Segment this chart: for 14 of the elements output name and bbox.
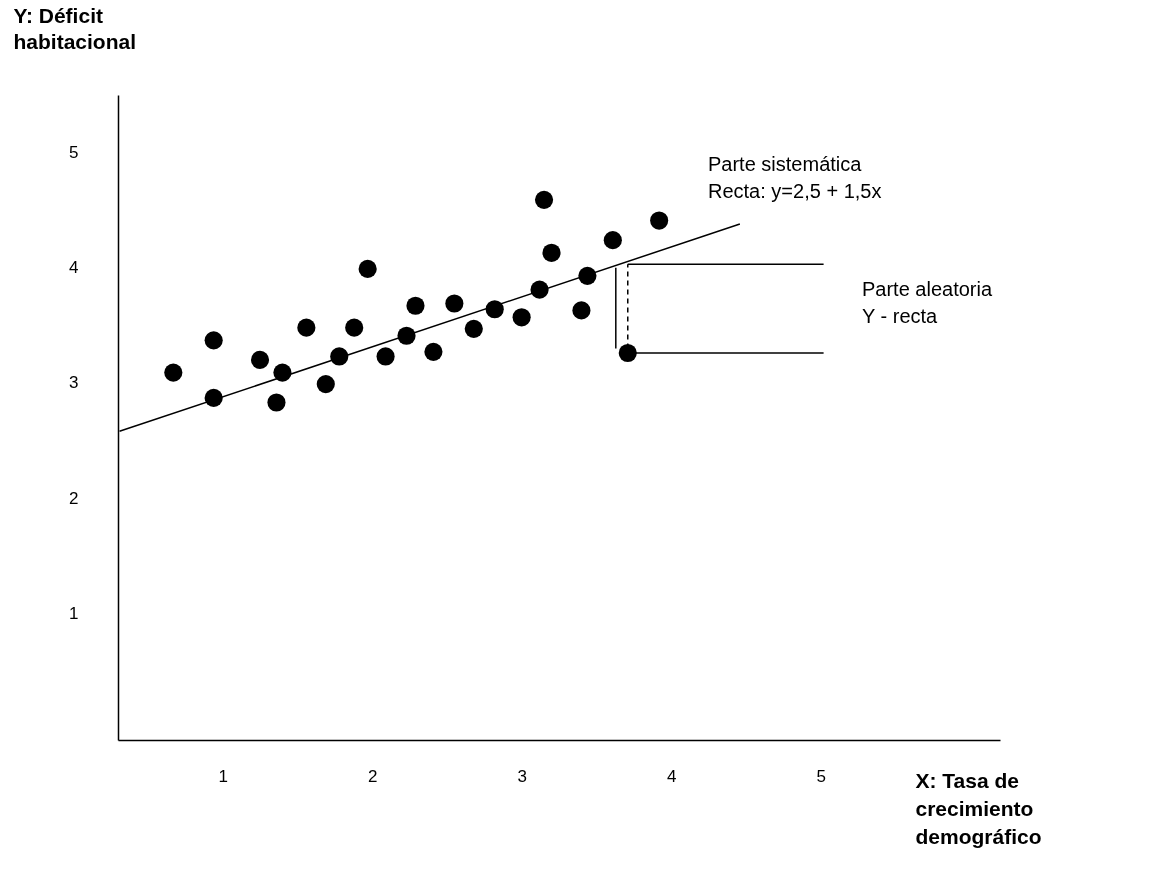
y-tick-label: 5 [69,143,79,163]
x-tick-label: 5 [816,766,826,786]
y-axis-title: Y: Déficit habitacional [13,3,137,53]
x-tick-label: 3 [517,766,527,786]
x-axis-title: X: Tasa de crecimiento demográfico [915,768,1042,848]
y-tick-label: 1 [69,603,79,623]
annotation: Parte aleatoria Y - recta [862,278,993,327]
y-tick-label: 4 [69,258,79,278]
x-tick-label: 1 [218,766,228,786]
y-tick-label: 2 [69,488,79,508]
y-tick-label: 3 [69,373,79,393]
x-tick-label: 4 [666,766,677,786]
x-tick-label: 2 [367,766,378,786]
annotation: Parte sistemática Recta: y=2,5 + 1,5x [708,153,882,202]
